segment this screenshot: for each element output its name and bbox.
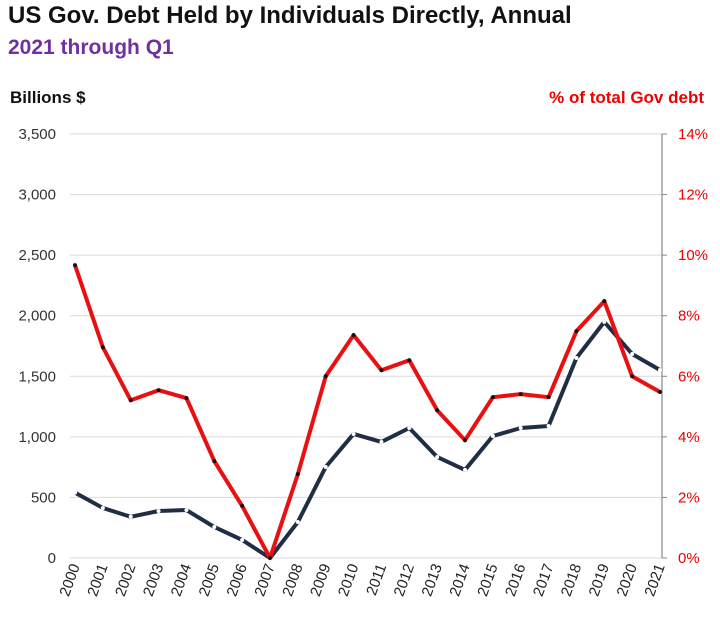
data-point bbox=[295, 520, 300, 525]
data-point bbox=[156, 508, 161, 513]
x-tick-label: 2019 bbox=[586, 562, 613, 599]
x-tick-label: 2017 bbox=[530, 562, 557, 599]
data-point bbox=[351, 431, 356, 436]
data-point bbox=[295, 472, 300, 477]
y-tick-label: 3,000 bbox=[18, 187, 56, 204]
data-point bbox=[463, 467, 467, 472]
data-point bbox=[268, 556, 272, 560]
data-point bbox=[574, 355, 579, 360]
data-point bbox=[240, 537, 245, 542]
data-point bbox=[546, 395, 551, 400]
data-point bbox=[546, 423, 551, 428]
x-tick-label: 2009 bbox=[307, 562, 334, 599]
y2-tick-label: 8% bbox=[678, 308, 700, 325]
y-tick-label: 2,500 bbox=[18, 247, 56, 264]
data-point bbox=[73, 490, 77, 495]
x-tick-label: 2011 bbox=[363, 562, 390, 598]
data-point bbox=[73, 263, 77, 268]
data-point bbox=[407, 358, 412, 363]
y2-tick-label: 12% bbox=[678, 187, 708, 204]
x-tick-label: 2003 bbox=[140, 562, 167, 599]
data-point bbox=[184, 508, 189, 513]
data-point bbox=[212, 459, 217, 464]
data-point bbox=[490, 434, 495, 439]
x-tick-label: 2020 bbox=[614, 562, 641, 599]
series-line-1 bbox=[73, 264, 661, 560]
data-point bbox=[602, 319, 607, 324]
y2-tick-label: 10% bbox=[678, 247, 708, 264]
y-axis-label: Billions $ bbox=[10, 88, 86, 107]
x-tick-label: 2015 bbox=[474, 562, 501, 599]
data-point bbox=[435, 454, 440, 459]
x-tick-label: 2018 bbox=[558, 562, 585, 599]
y2-tick-label: 2% bbox=[678, 489, 700, 506]
data-point bbox=[602, 299, 607, 304]
x-tick-label: 2016 bbox=[502, 562, 529, 599]
data-point bbox=[351, 333, 356, 338]
y-tick-label: 1,500 bbox=[18, 368, 56, 385]
x-tick-label: 2004 bbox=[168, 562, 195, 599]
data-point bbox=[128, 398, 133, 403]
y2-tick-label: 6% bbox=[678, 368, 700, 385]
data-point bbox=[156, 388, 161, 393]
y-tick-label: 2,000 bbox=[18, 308, 56, 325]
y2-tick-label: 14% bbox=[678, 126, 708, 143]
data-point bbox=[463, 438, 467, 443]
y-tick-label: 0 bbox=[48, 550, 56, 567]
data-point bbox=[407, 426, 412, 431]
x-tick-label: 2007 bbox=[251, 562, 278, 599]
data-point bbox=[435, 408, 440, 413]
data-point bbox=[240, 503, 245, 508]
x-tick-label: 2013 bbox=[419, 562, 446, 599]
data-point bbox=[379, 439, 384, 444]
data-point bbox=[379, 368, 384, 373]
data-point bbox=[100, 345, 105, 350]
x-tick-label: 2002 bbox=[112, 562, 139, 599]
y2-tick-label: 4% bbox=[678, 429, 700, 446]
data-point bbox=[100, 505, 105, 510]
y-tick-label: 500 bbox=[31, 489, 56, 506]
x-tick-label: 2008 bbox=[279, 562, 306, 599]
data-point bbox=[518, 392, 523, 397]
chart-title: US Gov. Debt Held by Individuals Directl… bbox=[8, 2, 572, 29]
data-point bbox=[658, 390, 662, 395]
x-tick-label: 2010 bbox=[335, 562, 362, 599]
data-point bbox=[323, 465, 328, 470]
series-line-0 bbox=[74, 319, 661, 560]
x-tick-label: 2001 bbox=[84, 562, 111, 599]
data-point bbox=[630, 351, 635, 356]
data-point bbox=[658, 367, 662, 372]
y2-axis-label: % of total Gov debt bbox=[549, 88, 704, 107]
data-point bbox=[630, 374, 635, 379]
x-tick-label: 2000 bbox=[56, 562, 83, 599]
y-tick-label: 1,000 bbox=[18, 429, 56, 446]
y-tick-label: 3,500 bbox=[18, 126, 56, 143]
x-tick-label: 2005 bbox=[196, 562, 223, 599]
x-tick-label: 2012 bbox=[391, 562, 418, 599]
data-point bbox=[323, 374, 328, 379]
x-tick-label: 2014 bbox=[446, 562, 473, 599]
data-point bbox=[184, 396, 189, 401]
y2-tick-label: 0% bbox=[678, 550, 700, 567]
data-point bbox=[212, 524, 217, 529]
data-point bbox=[128, 514, 133, 519]
chart-subtitle: 2021 through Q1 bbox=[8, 36, 174, 59]
data-point bbox=[518, 426, 523, 431]
data-point bbox=[490, 395, 495, 400]
x-tick-label: 2021 bbox=[641, 562, 668, 599]
data-point bbox=[574, 329, 579, 334]
x-tick-label: 2006 bbox=[224, 562, 251, 599]
